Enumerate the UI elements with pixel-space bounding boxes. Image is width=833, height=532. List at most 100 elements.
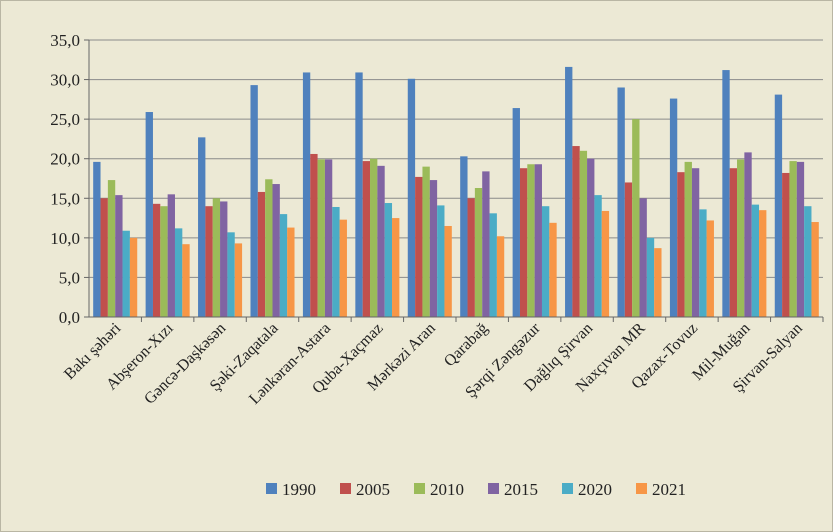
bar-2005-1 [152,203,161,317]
bar-2010-10 [632,119,640,317]
bar-2010-6 [422,166,430,317]
bar-2020-11 [699,209,707,317]
bar-2010-11 [684,161,692,317]
bar-2020-13 [804,206,812,317]
bar-2021-7 [496,236,505,317]
bar-2020-5 [384,203,393,317]
y-tick-labels: 0,0 5,0 10,0 15,0 20,0 25,0 30,0 35,0 [50,31,80,327]
bar-2020-8 [541,206,550,317]
bar-1990-9 [565,66,573,317]
bar-2005-7 [467,198,475,317]
axes [88,40,823,318]
bar-2010-7 [474,188,483,317]
bar-2005-0 [100,198,108,317]
y-tick-label: 10,0 [50,229,80,248]
bar-1990-8 [512,108,520,317]
y-tick-label: 20,0 [50,150,80,169]
bar-2005-10 [624,182,633,317]
bar-2020-9 [594,195,602,317]
bar-2021-1 [182,244,190,317]
bar-1990-3 [250,85,258,317]
bar-1990-2 [198,137,206,317]
bar-2020-2 [227,232,235,317]
bar-2005-13 [782,172,790,317]
bar-2005-9 [572,146,580,317]
bar-1990-6 [407,78,416,317]
bar-2020-0 [122,230,130,317]
bar-2020-10 [646,237,655,317]
bar-2021-12 [759,210,767,317]
bar-2010-13 [789,161,797,317]
bar-1990-0 [93,161,101,317]
bar-2005-5 [362,161,371,317]
bar-2015-6 [429,180,438,317]
bar-2021-11 [706,220,714,317]
bar-2010-8 [527,164,535,317]
bar-2010-5 [370,158,378,317]
legend-label: 2010 [430,480,464,499]
bar-2021-9 [601,210,610,317]
bar-2015-8 [534,164,542,317]
bar-2021-13 [811,222,819,317]
bar-2015-3 [272,184,280,317]
legend: 1990 2005 2010 2015 2020 2021 [266,480,686,499]
legend-label: 2005 [356,480,390,499]
bar-1990-4 [302,72,311,317]
bar-2021-8 [549,222,557,317]
bar-1990-5 [355,72,363,317]
category-labels: Bakı şəhəriAbşeron-XızıGəncə-DaşkəsənŞək… [61,319,806,408]
y-tick-label: 35,0 [50,31,80,50]
bar-1990-7 [460,156,468,317]
bar-2021-4 [339,219,347,317]
bar-1990-12 [722,70,730,317]
bar-2005-11 [677,172,685,317]
bar-2015-7 [482,171,490,317]
bars [93,66,819,318]
bar-2005-4 [310,153,318,317]
bar-2021-5 [392,218,400,317]
bar-2015-2 [220,201,228,317]
bar-2021-10 [654,248,662,317]
bar-2015-1 [167,194,175,317]
bar-2021-3 [287,227,295,317]
bar-2020-12 [751,204,760,317]
legend-label: 2015 [504,480,538,499]
bar-1990-10 [617,87,625,318]
bar-2010-2 [212,198,221,317]
bar-2005-6 [415,176,423,317]
legend-swatch-2020 [562,483,573,494]
bar-2010-3 [265,179,273,317]
bar-2005-8 [519,168,528,317]
legend-label: 1990 [282,480,316,499]
bar-2005-3 [257,191,266,317]
bar-2010-1 [160,206,168,317]
legend-swatch-2010 [414,483,425,494]
bar-2021-6 [444,225,452,317]
bar-2015-4 [324,159,333,317]
bar-2020-7 [489,213,497,317]
bar-1990-11 [669,98,678,317]
bar-2010-0 [107,180,116,317]
legend-swatch-1990 [266,483,277,494]
legend-label: 2021 [652,480,686,499]
bar-2005-2 [205,206,213,317]
bar-1990-1 [145,112,153,318]
bar-2010-12 [737,159,745,317]
category-label: Qarabağ [441,320,491,370]
bar-2015-11 [691,168,700,317]
y-tick-label: 0,0 [59,308,80,327]
y-tick-label: 15,0 [50,189,80,208]
bar-2010-9 [579,150,588,317]
bar-2015-10 [639,198,647,317]
bar-2020-4 [332,206,340,317]
bar-2005-12 [729,168,738,317]
bar-2010-4 [317,159,325,317]
legend-swatch-2005 [340,483,351,494]
y-tick-label: 25,0 [50,110,80,129]
legend-swatch-2021 [636,483,647,494]
y-tick-label: 30,0 [50,71,80,90]
legend-label: 2020 [578,480,612,499]
bar-2015-0 [115,195,123,317]
